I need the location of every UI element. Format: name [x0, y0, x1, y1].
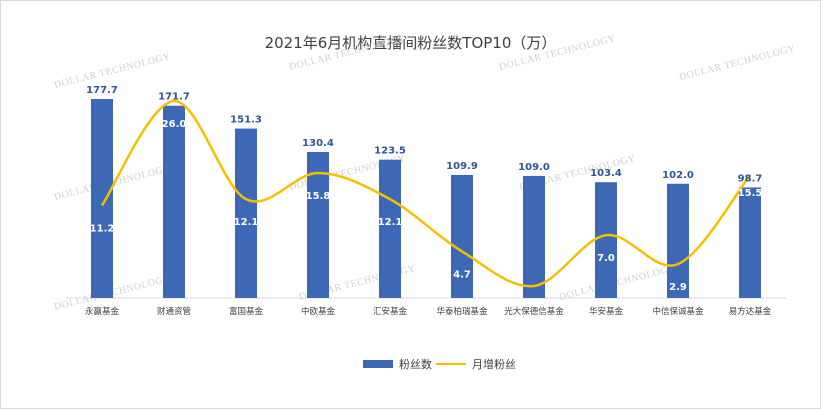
- line-value-label: 26.0: [162, 119, 187, 130]
- category-label: 易方达基金: [729, 306, 772, 317]
- chart-title: 2021年6月机构直播间粉丝数TOP10（万）: [264, 34, 557, 52]
- bar: [451, 174, 473, 298]
- line-value-label: 11.2: [90, 224, 115, 235]
- bar-value-label: 130.4: [302, 138, 334, 149]
- watermark-text: DOLLAR TECHNOLOGY: [288, 33, 407, 73]
- legend-item-line: 月增粉丝: [436, 356, 516, 372]
- category-label: 光大保德信基金: [504, 306, 564, 317]
- legend-label-line: 月增粉丝: [472, 358, 516, 371]
- bar: [235, 128, 257, 298]
- bar: [667, 183, 689, 298]
- watermark-text: DOLLAR TECHNOLOGY: [678, 43, 797, 83]
- category-label: 华泰柏瑞基金: [436, 306, 488, 317]
- line-value-label: 2.9: [669, 282, 687, 293]
- bar: [163, 105, 185, 298]
- bar-value-label: 103.4: [590, 168, 622, 179]
- line-value-label: 7.0: [597, 253, 615, 264]
- bar: [739, 187, 761, 298]
- category-label: 富国基金: [229, 306, 264, 317]
- bar-value-label: 109.9: [446, 161, 478, 172]
- category-label: 汇安基金: [373, 306, 408, 317]
- legend-label-bar: 粉丝数: [399, 358, 432, 371]
- bar-value-label: 98.7: [738, 173, 763, 184]
- line-value-label: 12.1: [378, 217, 403, 228]
- line-value-label: 12.1: [234, 217, 259, 228]
- legend-swatch-line: [436, 363, 466, 365]
- bar: [91, 99, 113, 298]
- bar: [595, 182, 617, 298]
- line-value-label: 15.8: [306, 191, 331, 202]
- line-value-label: -0.2: [523, 304, 545, 315]
- chart-legend: 粉丝数 月增粉丝: [0, 356, 821, 372]
- bar-value-label: 123.5: [374, 146, 406, 157]
- watermark-text: DOLLAR TECHNOLOGY: [498, 33, 617, 73]
- bar: [379, 159, 401, 298]
- bar-value-label: 177.7: [86, 85, 118, 96]
- bar-series: [91, 99, 761, 298]
- line-series: [100, 99, 751, 288]
- category-label: 中欧基金: [301, 306, 336, 317]
- legend-swatch-bar: [363, 360, 393, 368]
- bar-value-label: 102.0: [662, 170, 694, 181]
- line-value-label: 15.5: [738, 188, 763, 199]
- category-label: 永赢基金: [85, 306, 120, 317]
- category-label: 中信保诚基金: [652, 306, 704, 317]
- watermark-text: DOLLAR TECHNOLOGY: [558, 263, 677, 303]
- category-label: 华安基金: [589, 306, 624, 317]
- line-value-label: 4.7: [453, 269, 471, 280]
- bar: [307, 151, 329, 298]
- bar: [523, 175, 545, 298]
- category-label: 财通资管: [157, 306, 191, 317]
- bar-value-label: 171.7: [158, 92, 190, 103]
- bar-value-label: 151.3: [230, 115, 262, 126]
- legend-item-bar: 粉丝数: [363, 356, 432, 372]
- bar-value-label: 109.0: [518, 162, 550, 173]
